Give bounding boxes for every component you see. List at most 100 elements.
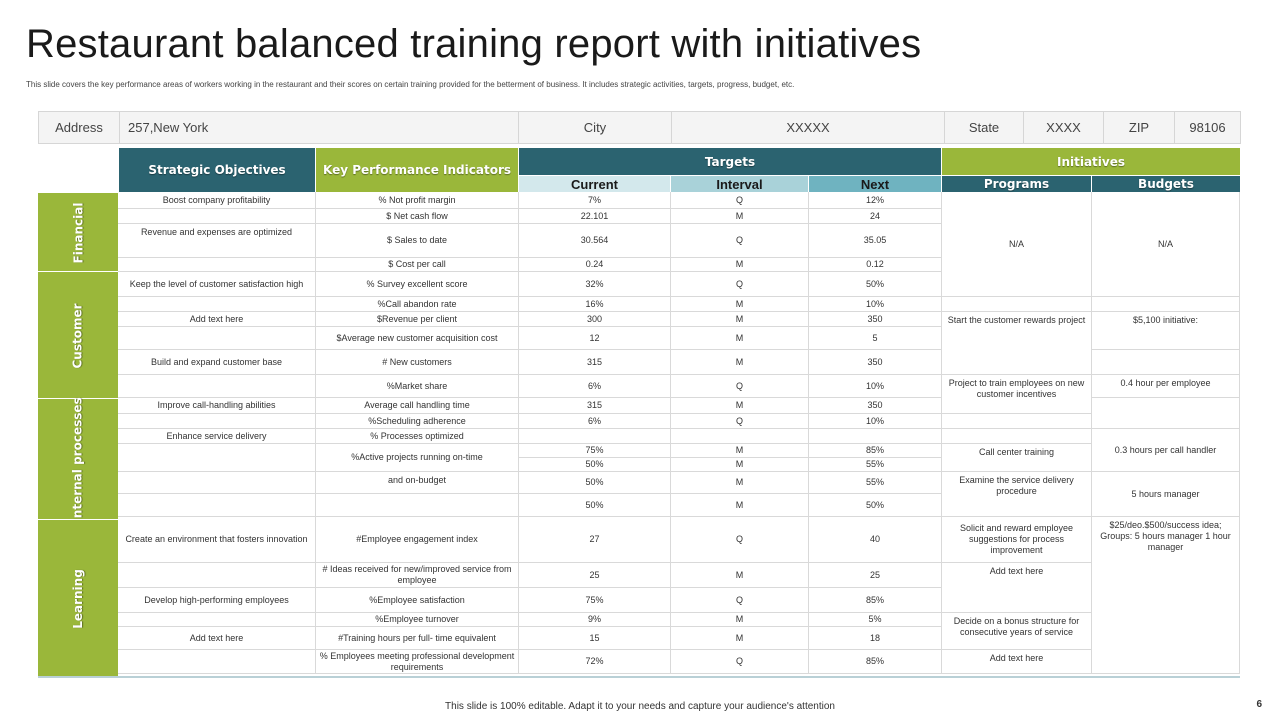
- interval-cell: M: [671, 563, 809, 588]
- current-cell: 72%: [519, 650, 671, 674]
- current-cell: 7%: [519, 192, 671, 209]
- footer-note: This slide is 100% editable. Adapt it to…: [445, 701, 835, 712]
- objective-cell: [118, 613, 316, 627]
- kpi-cell: #Employee engagement index: [316, 517, 519, 563]
- objective-cell: Build and expand customer base: [118, 350, 316, 375]
- page-subtitle: This slide covers the key performance ar…: [26, 80, 795, 89]
- city-value: XXXXX: [671, 111, 945, 144]
- next-cell: 350: [809, 398, 942, 414]
- objective-cell: [118, 494, 316, 517]
- header-next: Next: [809, 176, 941, 192]
- program-cell: [942, 414, 1092, 429]
- budget-cell: [1092, 297, 1240, 312]
- current-cell: 50%: [519, 494, 671, 517]
- objective-cell: [118, 472, 316, 494]
- current-cell: 25: [519, 563, 671, 588]
- interval-cell: Q: [671, 414, 809, 429]
- objective-cell: Enhance service delivery: [118, 429, 316, 444]
- program-cell: Project to train employees on new custom…: [942, 375, 1092, 414]
- objective-cell: [118, 375, 316, 398]
- objective-cell: Boost company profitability: [118, 192, 316, 209]
- objective-cell: [118, 209, 316, 224]
- interval-cell: M: [671, 327, 809, 350]
- budget-cell: N/A: [1092, 192, 1240, 297]
- program-cell: Call center training: [942, 444, 1092, 472]
- objective-cell: Improve call-handling abilities: [118, 398, 316, 414]
- kpi-cell: %Scheduling adherence: [316, 414, 519, 429]
- interval-cell: Q: [671, 375, 809, 398]
- header-strategic-objectives: Strategic Objectives: [119, 148, 315, 192]
- interval-cell: [671, 429, 809, 444]
- objective-cell: Develop high-performing employees: [118, 588, 316, 613]
- interval-cell: M: [671, 472, 809, 494]
- kpi-cell: # Ideas received for new/improved servic…: [316, 563, 519, 588]
- category-learning: Learning: [38, 519, 118, 678]
- kpi-cell: # New customers: [316, 350, 519, 375]
- report-table: Boost company profitability Revenue and e…: [118, 192, 1240, 677]
- objective-cell: Keep the level of customer satisfaction …: [118, 272, 316, 297]
- kpi-cell: %Market share: [316, 375, 519, 398]
- interval-cell: M: [671, 350, 809, 375]
- next-cell: 50%: [809, 272, 942, 297]
- kpi-cell: %Employee satisfaction: [316, 588, 519, 613]
- current-cell: 9%: [519, 613, 671, 627]
- next-cell: 10%: [809, 414, 942, 429]
- header-initiatives: Initiatives: [942, 148, 1240, 175]
- next-cell: 12%: [809, 192, 942, 209]
- page-title: Restaurant balanced training report with…: [26, 22, 922, 66]
- interval-cell: M: [671, 209, 809, 224]
- objective-cell: [118, 258, 316, 272]
- header-targets: Targets: [519, 148, 941, 175]
- program-cell: Add text here: [942, 650, 1092, 674]
- header-budgets: Budgets: [1092, 176, 1240, 192]
- interval-cell: M: [671, 627, 809, 650]
- kpi-cell: % Processes optimized: [316, 429, 519, 444]
- kpi-cell: %Call abandon rate: [316, 297, 519, 312]
- interval-cell: Q: [671, 224, 809, 258]
- interval-cell: M: [671, 398, 809, 414]
- zip-label: ZIP: [1103, 111, 1175, 144]
- next-cell: 0.12: [809, 258, 942, 272]
- current-cell: 27: [519, 517, 671, 563]
- header-current: Current: [519, 176, 670, 192]
- current-cell: 315: [519, 398, 671, 414]
- header-interval: Interval: [671, 176, 808, 192]
- current-cell: 12: [519, 327, 671, 350]
- budget-cell: 0.3 hours per call handler: [1092, 429, 1240, 472]
- budget-cell: 5 hours manager: [1092, 472, 1240, 517]
- header-programs: Programs: [942, 176, 1091, 192]
- kpi-cell: $Revenue per client: [316, 312, 519, 327]
- kpi-cell: $ Sales to date: [316, 224, 519, 258]
- next-cell: 85%: [809, 444, 942, 458]
- category-internal-processes: Internal processes: [38, 397, 118, 522]
- program-cell: Add text here: [942, 563, 1092, 613]
- next-cell: [809, 429, 942, 444]
- city-label: City: [518, 111, 672, 144]
- next-cell: 350: [809, 312, 942, 327]
- current-cell: 15: [519, 627, 671, 650]
- objective-cell: [118, 327, 316, 350]
- current-cell: [519, 429, 671, 444]
- next-cell: 5%: [809, 613, 942, 627]
- interval-cell: Q: [671, 650, 809, 674]
- objective-cell: [118, 650, 316, 674]
- next-cell: 40: [809, 517, 942, 563]
- objective-cell: Revenue and expenses are optimized: [118, 224, 316, 258]
- kpi-cell: % Survey excellent score: [316, 272, 519, 297]
- budget-cell: $5,100 initiative:: [1092, 312, 1240, 350]
- current-cell: 50%: [519, 458, 671, 472]
- next-cell: 25: [809, 563, 942, 588]
- program-cell: Solicit and reward employee suggestions …: [942, 517, 1092, 563]
- kpi-cell: %Employee turnover: [316, 613, 519, 627]
- current-cell: 6%: [519, 375, 671, 398]
- table-bottom-rule: [38, 676, 1240, 678]
- interval-cell: M: [671, 312, 809, 327]
- program-cell: [942, 297, 1092, 312]
- next-cell: 10%: [809, 297, 942, 312]
- current-cell: 75%: [519, 444, 671, 458]
- program-cell: [942, 429, 1092, 444]
- page-number: 6: [1256, 699, 1262, 710]
- next-cell: 5: [809, 327, 942, 350]
- next-cell: 350: [809, 350, 942, 375]
- current-cell: 50%: [519, 472, 671, 494]
